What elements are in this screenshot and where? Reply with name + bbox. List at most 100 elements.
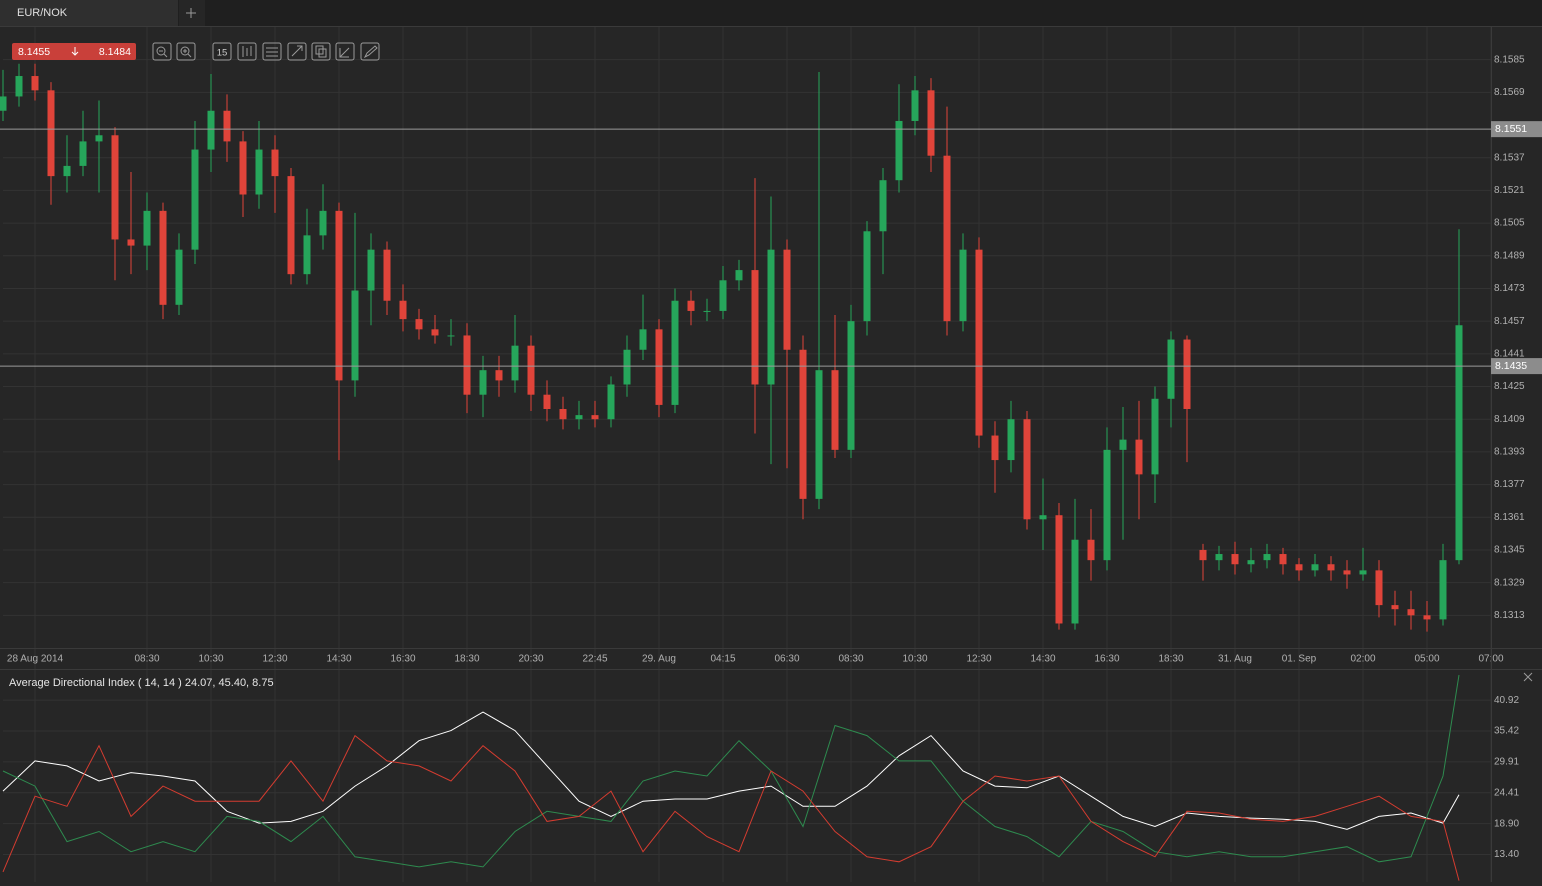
y-tick-label: 24.41	[1494, 787, 1519, 798]
y-tick-label: 35.42	[1494, 726, 1519, 737]
adx-pane: 13.40 18.90 24.41 29.91 35.42 40.92 Average Di…	[0, 669, 1542, 881]
indicators[interactable]	[262, 42, 282, 61]
x-tick-label: 14:30	[326, 654, 351, 665]
y-tick-label: 8.1521	[1494, 185, 1525, 196]
add-tab-button[interactable]	[179, 0, 205, 26]
y-tick-label: 8.1537	[1494, 152, 1525, 163]
tab-bar	[0, 0, 1542, 26]
candle-body	[1407, 609, 1415, 616]
candle-body	[47, 90, 55, 177]
y-tick-label: 40.92	[1494, 695, 1519, 706]
candle-body	[1087, 539, 1095, 561]
x-tick-label: 18:30	[454, 654, 479, 665]
y-tick-label: 8.1409	[1494, 414, 1525, 425]
candle-body	[1423, 615, 1431, 620]
x-tick-label: 29. Aug	[642, 654, 676, 665]
candle-body	[1055, 515, 1063, 624]
x-tick-label: 28 Aug 2014	[7, 654, 64, 665]
candle-body	[1135, 439, 1143, 475]
candle-body	[79, 141, 87, 166]
candle-body	[367, 249, 375, 291]
candle-body	[319, 210, 327, 236]
candle-body	[1119, 439, 1127, 450]
interval-label: 15	[217, 48, 228, 59]
x-tick-label: 06:30	[774, 654, 799, 665]
candle-body	[1295, 564, 1303, 571]
y-tick-label: 8.1377	[1494, 479, 1525, 490]
candle-body	[511, 345, 519, 381]
x-tick-label: 08:30	[134, 654, 159, 665]
candle-body	[351, 290, 359, 381]
candle-body	[287, 176, 295, 275]
candle-body	[575, 415, 583, 420]
candle-body	[1199, 549, 1207, 561]
candle-body	[991, 435, 999, 461]
candle-body	[895, 120, 903, 181]
candle-body	[1327, 564, 1335, 571]
candle-body	[15, 76, 23, 97]
ask-price: 8.1484	[99, 46, 131, 58]
candle-body	[1343, 570, 1351, 575]
candle-body	[1151, 398, 1159, 475]
candle-body	[527, 345, 535, 395]
chart-type[interactable]	[237, 42, 257, 61]
candle-body	[95, 135, 103, 142]
candle-body	[335, 210, 343, 381]
candle-body	[1071, 539, 1079, 624]
zoom-in[interactable]	[176, 42, 196, 61]
candle-body	[223, 110, 231, 142]
candle-body	[735, 270, 743, 281]
y-tick-label: 8.1329	[1494, 577, 1525, 588]
tab[interactable]	[0, 0, 178, 26]
candle-body	[1039, 515, 1047, 520]
candle-body	[1007, 419, 1015, 461]
candle-body	[927, 90, 935, 156]
price-line-tag	[1491, 121, 1542, 138]
export[interactable]	[335, 42, 355, 61]
indicator-line	[2, 711, 1460, 830]
candle-body	[1359, 570, 1367, 575]
candle-body	[799, 349, 807, 499]
copy[interactable]	[311, 42, 331, 61]
candle-body	[239, 141, 247, 195]
candle-body	[783, 249, 791, 350]
candle-body	[1455, 325, 1463, 561]
x-tick-label: 02:00	[1350, 654, 1375, 665]
y-tick-label: 8.1313	[1494, 610, 1525, 621]
interval-button[interactable]: 15	[212, 42, 232, 61]
x-tick-label: 05:00	[1414, 654, 1439, 665]
indicator-line	[2, 734, 1460, 881]
y-tick-label: 29.91	[1494, 757, 1519, 768]
candle-body	[1391, 605, 1399, 610]
candle-body	[111, 135, 119, 240]
candle-body	[1231, 554, 1239, 565]
close-indicator[interactable]	[1523, 672, 1533, 682]
toolbar: 15	[152, 42, 380, 61]
y-tick-label: 8.1457	[1494, 316, 1525, 327]
candle-body	[751, 270, 759, 385]
zoom-out[interactable]	[152, 42, 172, 61]
candle-body	[863, 231, 871, 322]
quote-box[interactable]: 8.1455 8.1484	[12, 43, 136, 60]
x-tick-label: 31. Aug	[1218, 654, 1252, 665]
x-tick-label: 04:15	[710, 654, 735, 665]
candle-body	[127, 239, 135, 246]
candle-body	[0, 96, 7, 111]
draw[interactable]	[360, 42, 380, 61]
price-line-label: 8.1435	[1495, 360, 1527, 372]
candle-body	[671, 300, 679, 405]
candle-body	[415, 319, 423, 330]
candle-body	[495, 370, 503, 381]
auto-scale[interactable]	[287, 42, 307, 61]
candle-body	[879, 180, 887, 232]
candle-body	[303, 235, 311, 275]
indicator-title: Average Directional Index ( 14, 14 ) 24.…	[9, 677, 274, 689]
x-tick-label: 18:30	[1158, 654, 1183, 665]
direction-arrow	[71, 47, 79, 56]
price-line-tag	[1491, 358, 1542, 375]
x-tick-label: 12:30	[966, 654, 991, 665]
x-tick-label: 12:30	[262, 654, 287, 665]
candle-body	[191, 149, 199, 250]
candle-body	[767, 249, 775, 385]
